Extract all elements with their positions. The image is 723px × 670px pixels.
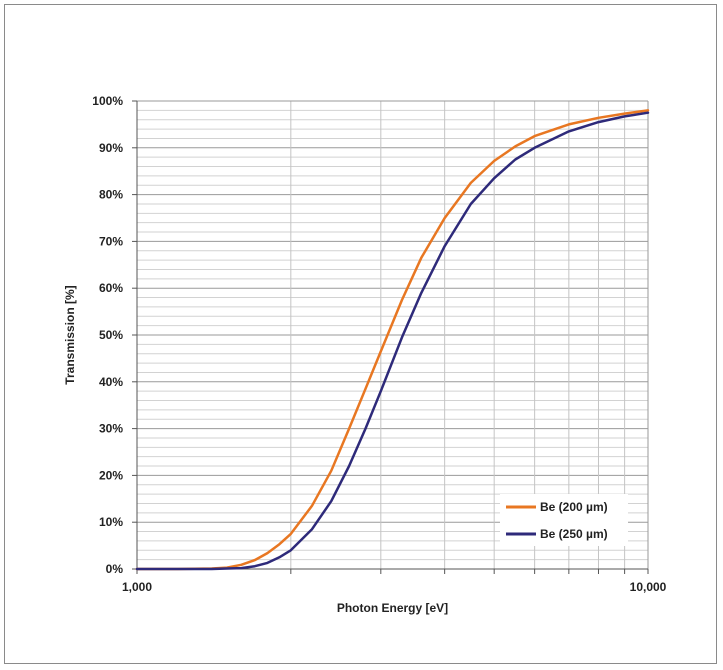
- x-tick-labels: 1,000 10,000: [122, 580, 667, 594]
- legend-label-1: Be (200 µm): [540, 500, 608, 514]
- x-axis-title: Photon Energy [eV]: [337, 601, 448, 615]
- legend: Be (200 µm) Be (250 µm): [500, 494, 628, 546]
- y-tick-label: 90%: [99, 141, 123, 155]
- x-tick-label: 10,000: [630, 580, 667, 594]
- y-tick-label: 20%: [99, 468, 123, 482]
- y-tick-label: 0%: [106, 562, 124, 576]
- legend-label-2: Be (250 µm): [540, 527, 608, 541]
- y-tick-label: 10%: [99, 515, 123, 529]
- y-tick-label: 60%: [99, 281, 123, 295]
- y-tick-label: 80%: [99, 188, 123, 202]
- series-line-1: [135, 109, 650, 571]
- y-axis-title: Transmission [%]: [63, 285, 77, 384]
- legend-box: [500, 494, 628, 546]
- series-line-2: [135, 111, 650, 571]
- y-tick-label: 50%: [99, 328, 123, 342]
- y-tick-label: 30%: [99, 422, 123, 436]
- series-lines: [135, 109, 650, 571]
- y-tick-label: 40%: [99, 375, 123, 389]
- x-tick-label: 1,000: [122, 580, 152, 594]
- y-tick-label: 70%: [99, 234, 123, 248]
- y-tick-label: 100%: [92, 94, 123, 108]
- y-tick-labels: 0% 10% 20% 30% 40% 50% 60% 70% 80% 90% 100%: [92, 94, 123, 576]
